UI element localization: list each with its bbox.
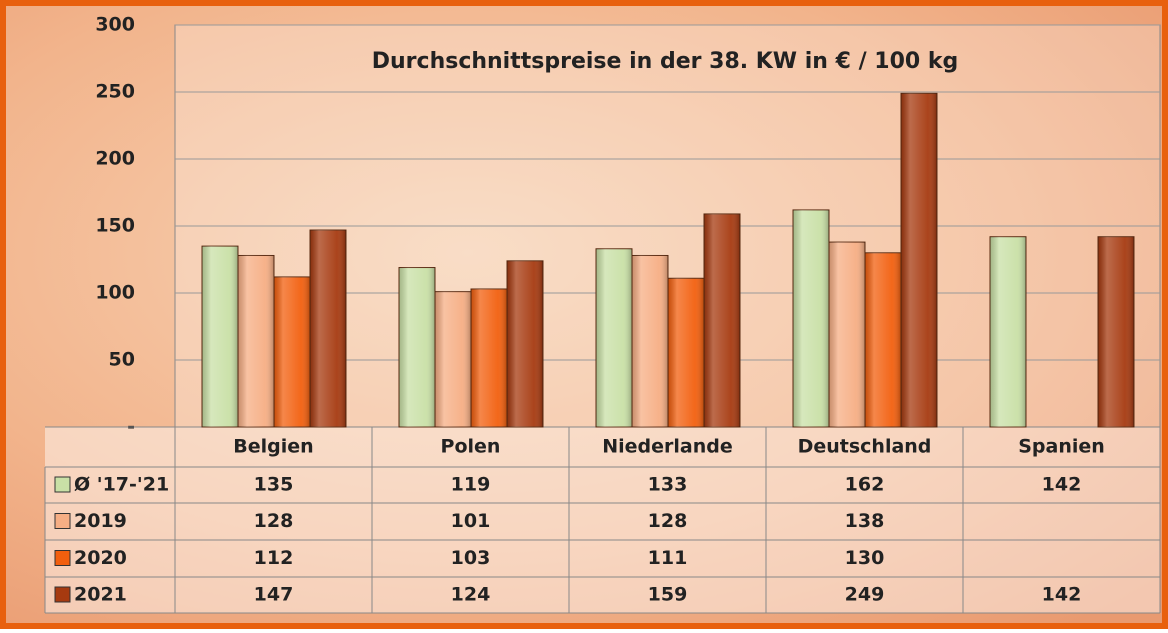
legend-label: 2019 (74, 510, 127, 532)
table-value: 128 (648, 510, 688, 532)
bar-shine (990, 236, 1026, 427)
table-value: 112 (254, 547, 294, 569)
bar-shine (668, 278, 704, 427)
table-value: 133 (648, 474, 688, 496)
table-value: 119 (451, 474, 491, 496)
x-tick-label: Niederlande (602, 436, 733, 458)
table-value: 138 (845, 510, 885, 532)
table-value: 130 (845, 547, 885, 569)
bar-shine (507, 260, 543, 427)
table-value: 124 (451, 584, 491, 606)
legend-swatch (54, 513, 71, 529)
table-value: 162 (845, 474, 885, 496)
table-value: 135 (254, 474, 294, 496)
bar-shine (202, 246, 238, 427)
bar-shine (901, 93, 937, 427)
legend-label: 2021 (74, 584, 127, 606)
bar-shine (435, 291, 471, 427)
legend-swatch (54, 550, 71, 566)
y-tick-label: 250 (95, 81, 135, 103)
bar-shine (865, 252, 901, 427)
y-tick-label: 50 (109, 349, 135, 371)
bar-shine (274, 276, 310, 427)
bar-shine (471, 288, 507, 427)
bar-shine (596, 248, 632, 427)
table-value: 111 (648, 547, 688, 569)
bar-shine (632, 255, 668, 427)
bar-shine (829, 242, 865, 427)
table-value: 103 (451, 547, 491, 569)
table-value: 147 (254, 584, 294, 606)
table-value: 101 (451, 510, 491, 532)
table-value: 159 (648, 584, 688, 606)
chart-title: Durchschnittspreise in der 38. KW in € /… (372, 49, 958, 74)
legend-label: 2020 (74, 547, 127, 569)
bar-shine (238, 255, 274, 427)
y-tick-label: 300 (95, 14, 135, 36)
bar-shine (399, 267, 435, 427)
x-tick-label: Spanien (1018, 436, 1105, 458)
bar-shine (704, 213, 740, 427)
bar-shine (1098, 236, 1134, 427)
bar-shine (310, 230, 346, 427)
table-value: 142 (1042, 584, 1082, 606)
y-tick-label: 150 (95, 215, 135, 237)
bar-shine (793, 209, 829, 427)
background (6, 6, 1162, 623)
x-tick-label: Belgien (233, 436, 313, 458)
data-table (45, 427, 1160, 613)
table-value: 142 (1042, 474, 1082, 496)
table-value: 249 (845, 584, 885, 606)
y-tick-label: 200 (95, 148, 135, 170)
legend-swatch (54, 586, 71, 603)
x-tick-label: Polen (441, 436, 501, 458)
legend-label: Ø '17-'21 (74, 474, 169, 496)
table-value: 128 (254, 510, 294, 532)
x-tick-label: Deutschland (798, 436, 932, 458)
y-tick-label: 100 (95, 282, 135, 304)
legend-swatch (54, 476, 71, 493)
